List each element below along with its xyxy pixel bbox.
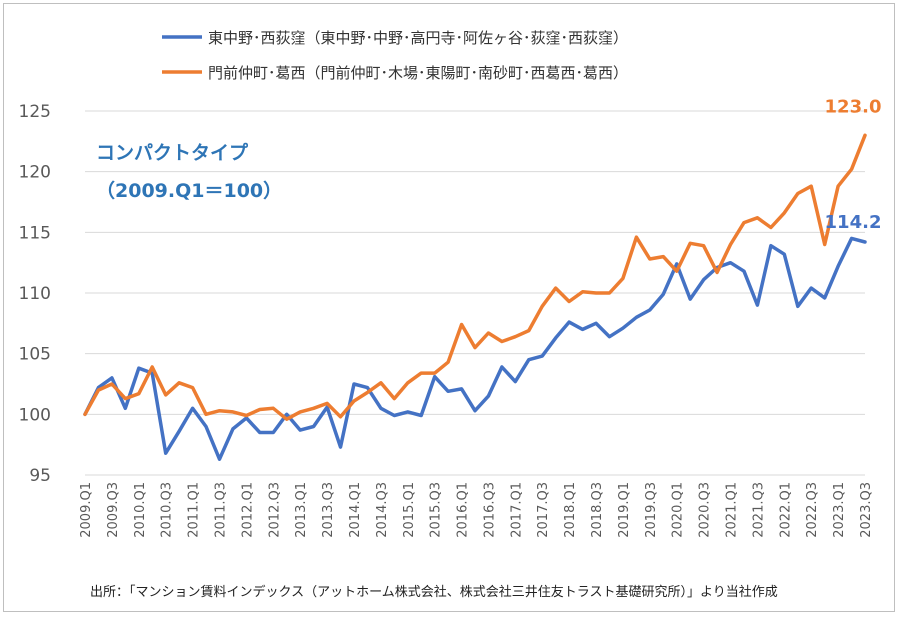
x-axis-ticks: 2009.Q1 2009.Q3 2010.Q1 2010.Q3 2011.Q1 2011.… (79, 482, 874, 538)
legend: 東中野･西荻窪（東中野･中野･高円寺･阿佐ヶ谷･荻窪･西荻窪） 門前仲町･葛西（… (162, 29, 628, 82)
x-tick-label: 2017.Q1 (509, 482, 524, 538)
legend-label-monzen-nakacho: 門前仲町･葛西（門前仲町･木場･東陽町･南砂町･西葛西･葛西） (208, 64, 628, 82)
x-tick-label: 2016.Q3 (482, 482, 497, 538)
x-tick-label: 2015.Q3 (429, 482, 444, 538)
x-tick-label: 2011.Q3 (213, 482, 228, 538)
y-axis-ticks: 95 100 105 110 115 120 125 (19, 102, 51, 486)
chart-frame (3, 3, 895, 612)
end-label-east-nakano: 114.2 (825, 212, 882, 233)
x-tick-label: 2021.Q1 (725, 482, 740, 538)
x-tick-label: 2011.Q1 (187, 482, 202, 538)
x-tick-label: 2009.Q1 (79, 482, 94, 538)
x-tick-label: 2019.Q1 (617, 482, 632, 538)
x-tick-label: 2018.Q3 (590, 482, 605, 538)
x-tick-label: 2023.Q1 (832, 482, 847, 538)
x-tick-label: 2012.Q1 (240, 482, 255, 538)
legend-label-east-nakano: 東中野･西荻窪（東中野･中野･高円寺･阿佐ヶ谷･荻窪･西荻窪） (208, 29, 628, 47)
x-tick-label: 2023.Q3 (859, 482, 874, 538)
annotation-base: （2009.Q1＝100） (96, 179, 282, 202)
annotation-title: コンパクトタイプ (96, 141, 249, 164)
y-tick-label: 95 (29, 466, 51, 486)
x-tick-label: 2014.Q1 (348, 482, 363, 538)
x-tick-label: 2016.Q1 (456, 482, 471, 538)
x-tick-label: 2019.Q3 (644, 482, 659, 538)
x-tick-label: 2020.Q3 (698, 482, 713, 538)
y-tick-label: 125 (19, 102, 51, 122)
x-tick-label: 2014.Q3 (375, 482, 390, 538)
x-tick-label: 2022.Q1 (778, 482, 793, 538)
x-tick-label: 2022.Q3 (805, 482, 820, 538)
gridlines (85, 110, 865, 476)
x-tick-label: 2010.Q3 (160, 482, 175, 538)
x-tick-label: 2010.Q1 (133, 482, 148, 538)
x-tick-label: 2015.Q1 (402, 482, 417, 538)
x-tick-label: 2018.Q1 (563, 482, 578, 538)
y-tick-label: 115 (19, 223, 51, 243)
x-tick-label: 2021.Q3 (751, 482, 766, 538)
y-tick-label: 110 (19, 284, 51, 304)
x-tick-label: 2017.Q3 (536, 482, 551, 538)
x-tick-label: 2013.Q3 (321, 482, 336, 538)
x-tick-label: 2020.Q1 (671, 482, 686, 538)
y-tick-label: 105 (19, 345, 51, 365)
x-tick-label: 2009.Q3 (106, 482, 121, 538)
series-lines (83, 133, 867, 461)
y-tick-label: 100 (19, 405, 51, 425)
x-tick-label: 2013.Q1 (294, 482, 309, 538)
y-tick-label: 120 (19, 163, 51, 183)
source-note: 出所：「マンション賃料インデックス（アットホーム株式会社、株式会社三井住友トラス… (90, 584, 778, 600)
series-line-1 (83, 236, 867, 461)
end-label-monzen-nakacho: 123.0 (825, 96, 882, 117)
x-tick-label: 2012.Q3 (267, 482, 282, 538)
series-line-2 (83, 133, 867, 421)
